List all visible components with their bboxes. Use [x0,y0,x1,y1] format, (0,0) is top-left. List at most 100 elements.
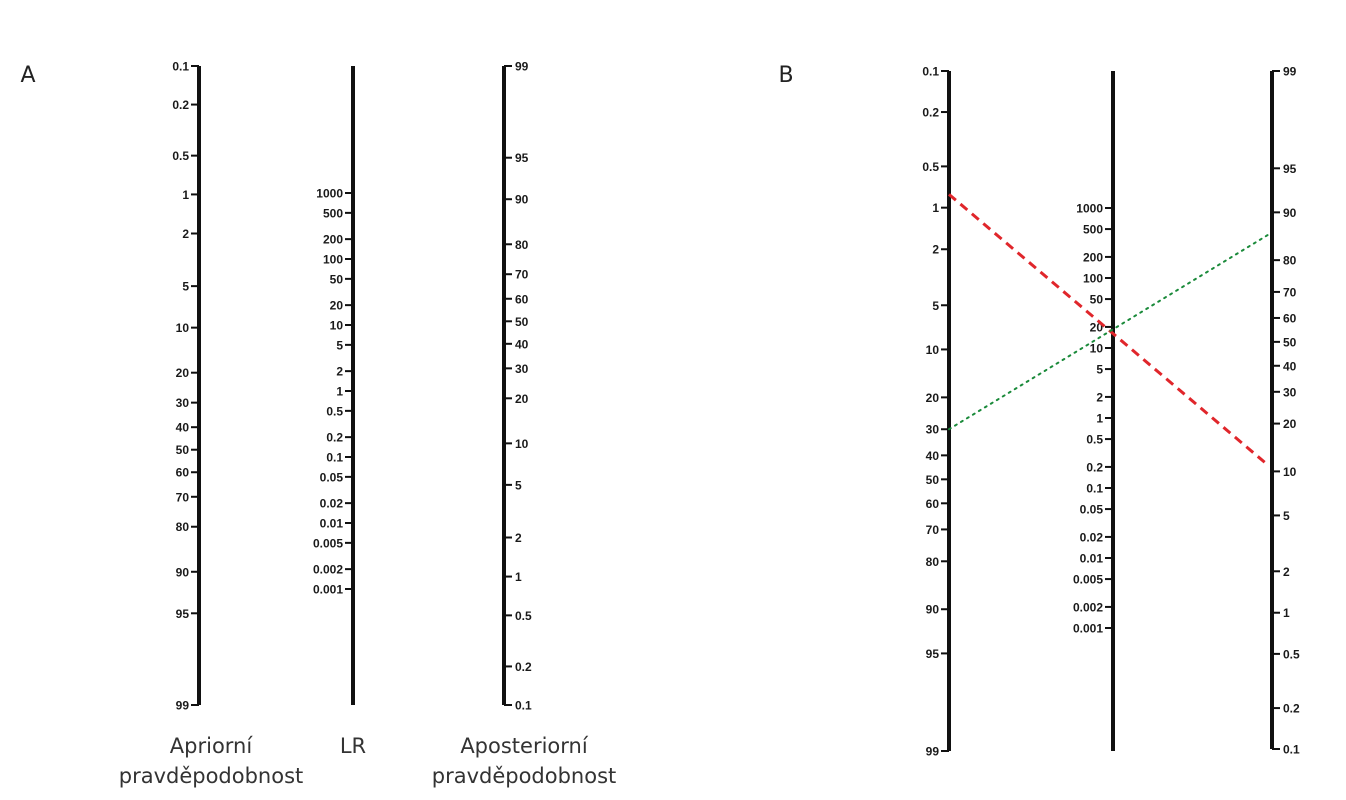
prior-tick-label: 40 [926,449,940,463]
lr-tick-label: 1 [336,385,343,399]
posterior-tick-label: 0.1 [515,699,532,713]
lr-tick-label: 500 [323,206,343,220]
posterior-tick-label: 2 [515,531,522,545]
prior-tick-label: 40 [176,421,190,435]
posterior-tick-label: 95 [1283,162,1297,176]
lr-tick-label: 200 [323,233,343,247]
lr-tick-label: 10 [1090,342,1104,356]
prior-probability-axis: 0.1 0.2 0.5 1 2 5 10 20 30 40 50 60 70 80 90 95 99 [922,65,951,759]
prior-tick-label: 5 [932,299,939,313]
prior-tick-label: 70 [176,490,190,504]
posterior-tick-label: 40 [1283,359,1297,373]
prior-tick-label: 5 [182,280,189,294]
posterior-tick-label: 70 [515,268,529,282]
prior-tick-label: 50 [176,443,190,457]
lr-tick-label: 100 [1083,272,1103,286]
posterior-tick-label: 1 [1283,606,1290,620]
prior-axis-caption: pravděpodobnost [119,764,304,788]
prior-tick-label: 50 [926,473,940,487]
likelihood-ratio-axis: 10005002001005020105210.50.20.10.050.020… [1073,71,1115,751]
prior-tick-label: 30 [926,423,940,437]
posterior-tick-label: 10 [515,437,529,451]
prior-tick-label: 60 [926,497,940,511]
posterior-tick-label: 20 [1283,417,1297,431]
posterior-tick-label: 5 [515,478,522,492]
lr-tick-label: 50 [1090,293,1104,307]
prior-tick-label: 10 [176,321,190,335]
lr-tick-label: 0.005 [313,536,343,550]
posterior-probability-axis: 99 95 90 80 70 60 50 40 30 20 10 5 2 1 0.5 0.2 0.1 [502,60,532,713]
prior-tick-label: 99 [176,699,190,713]
lr-tick-label: 5 [336,338,343,352]
prior-tick-label: 99 [926,745,940,759]
lr-tick-label: 100 [323,253,343,267]
lr-tick-label: 0.002 [1073,600,1103,614]
lr-tick-label: 0.002 [313,563,343,577]
prior-tick-label: 0.2 [172,98,189,112]
posterior-tick-label: 70 [1283,285,1297,299]
posterior-tick-label: 50 [515,315,529,329]
prior-tick-label: 70 [926,523,940,537]
posterior-tick-label: 99 [1283,65,1297,79]
posterior-tick-label: 95 [515,151,529,165]
posterior-tick-label: 0.1 [1283,743,1300,757]
prior-tick-label: 80 [926,555,940,569]
posterior-axis-caption: pravděpodobnost [432,764,617,788]
lr-tick-label: 0.001 [1073,622,1103,636]
posterior-tick-label: 50 [1283,335,1297,349]
prior-tick-label: 20 [176,366,190,380]
lr-tick-label: 0.001 [313,583,343,597]
prior-axis-caption: Apriorní [170,734,254,758]
prior-tick-label: 0.5 [172,149,189,163]
posterior-tick-label: 2 [1283,565,1290,579]
posterior-tick-label: 90 [515,193,529,207]
posterior-probability-axis: 99 95 90 80 70 60 50 40 30 20 10 5 2 1 0.5 0.2 0.1 [1270,65,1300,757]
prior-tick-label: 90 [176,565,190,579]
prior-tick-label: 95 [926,647,940,661]
prior-tick-label: 0.1 [922,65,939,79]
lr-tick-label: 0.1 [326,451,343,465]
posterior-tick-label: 80 [515,238,529,252]
panel-letter: A [20,63,35,88]
prior-tick-label: 2 [182,227,189,241]
prior-tick-label: 1 [932,201,939,215]
posterior-tick-label: 60 [515,292,529,306]
posterior-tick-label: 80 [1283,254,1297,268]
posterior-tick-label: 30 [1283,385,1297,399]
lr-tick-label: 20 [330,299,344,313]
prior-tick-label: 95 [176,607,190,621]
posterior-tick-label: 60 [1283,311,1297,325]
panel-b: B 0.1 0.2 0.5 1 2 5 10 20 30 40 50 60 70 80 90 95 99 1000 5… [778,63,1300,759]
lr-tick-label: 0.01 [1080,552,1104,566]
posterior-tick-label: 99 [515,60,529,74]
posterior-tick-label: 10 [1283,465,1297,479]
posterior-tick-label: 40 [515,337,529,351]
prior-tick-label: 30 [176,396,190,410]
posterior-tick-label: 0.5 [515,609,532,623]
lr-tick-label: 200 [1083,250,1103,264]
lr-tick-label: 0.2 [1086,460,1103,474]
posterior-axis-caption: Aposteriorní [460,734,589,758]
posterior-tick-label: 20 [515,392,529,406]
posterior-tick-label: 0.5 [1283,647,1300,661]
lr-tick-label: 1000 [316,187,343,201]
lr-tick-label: 50 [330,272,344,286]
posterior-tick-label: 0.2 [515,660,532,674]
prior-tick-label: 90 [926,603,940,617]
likelihood-ratio-axis: 10005002001005020105210.50.20.10.050.020… [313,66,355,705]
lr-tick-label: 0.05 [320,470,344,484]
prior-tick-label: 0.2 [922,106,939,120]
lr-tick-label: 0.2 [326,431,343,445]
lr-tick-label: 0.05 [1080,503,1104,517]
lr-tick-label: 0.02 [1080,530,1104,544]
lr-tick-label: 1 [1096,412,1103,426]
lr-tick-label: 500 [1083,223,1103,237]
lr-tick-label: 0.01 [320,517,344,531]
prior-tick-label: 60 [176,466,190,480]
lr-tick-label: 10 [330,319,344,333]
prior-tick-label: 20 [926,391,940,405]
posterior-tick-label: 90 [1283,206,1297,220]
prior-tick-label: 10 [926,343,940,357]
posterior-tick-label: 5 [1283,509,1290,523]
lr-axis-caption: LR [340,734,366,758]
